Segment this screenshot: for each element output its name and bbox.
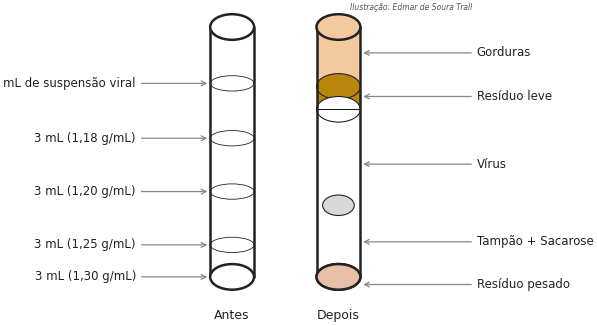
Ellipse shape	[210, 130, 254, 146]
Text: Antes: Antes	[214, 309, 250, 322]
Text: 3 mL (1,20 g/mL): 3 mL (1,20 g/mL)	[35, 185, 206, 198]
Ellipse shape	[316, 264, 361, 290]
Text: Resíduo pesado: Resíduo pesado	[365, 278, 570, 291]
Text: Vírus: Vírus	[365, 158, 507, 170]
Polygon shape	[316, 27, 361, 86]
Ellipse shape	[316, 96, 361, 122]
Ellipse shape	[210, 184, 254, 199]
Text: Gorduras: Gorduras	[365, 46, 531, 59]
Ellipse shape	[316, 264, 361, 290]
Ellipse shape	[210, 76, 254, 91]
Text: Ilustração: Edmar de Soura Trall: Ilustração: Edmar de Soura Trall	[349, 3, 472, 12]
Ellipse shape	[316, 74, 361, 99]
Polygon shape	[316, 86, 361, 109]
Text: 3 mL (1,18 g/mL): 3 mL (1,18 g/mL)	[35, 132, 206, 145]
Text: Tampão + Sacarose: Tampão + Sacarose	[365, 235, 593, 248]
Ellipse shape	[210, 264, 254, 290]
Text: Depois: Depois	[317, 309, 360, 322]
Ellipse shape	[210, 237, 254, 253]
Ellipse shape	[210, 14, 254, 40]
Ellipse shape	[316, 14, 361, 40]
Text: 3 mL (1,30 g/mL): 3 mL (1,30 g/mL)	[35, 270, 206, 283]
Text: 3 mL (1,25 g/mL): 3 mL (1,25 g/mL)	[35, 238, 206, 251]
Text: mL de suspensão viral: mL de suspensão viral	[4, 77, 206, 90]
Text: Resíduo leve: Resíduo leve	[365, 90, 552, 103]
Ellipse shape	[322, 195, 354, 215]
